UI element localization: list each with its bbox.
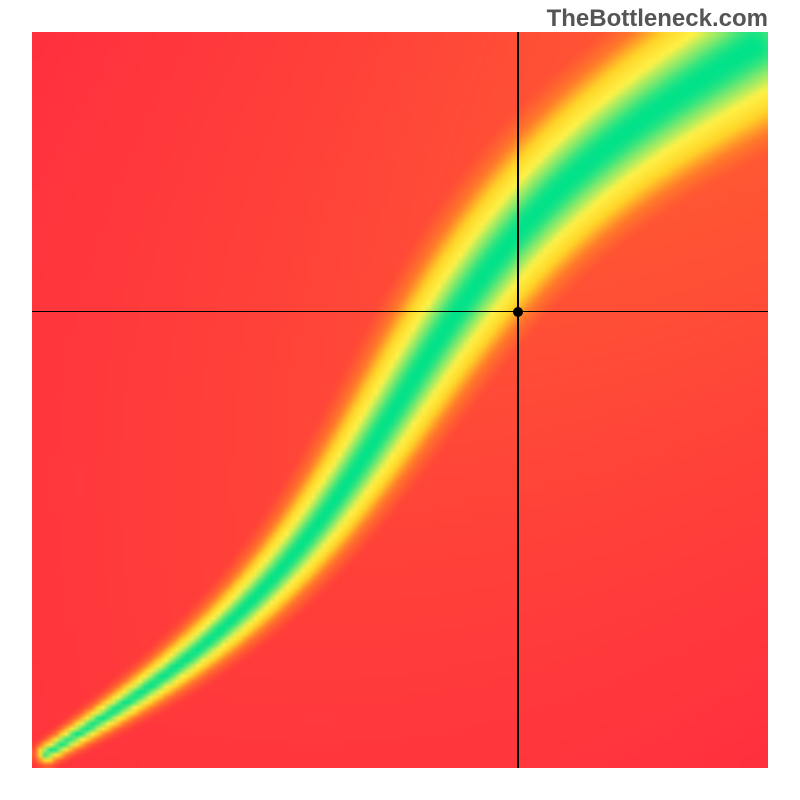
heatmap-canvas [32,32,768,768]
watermark-text: TheBottleneck.com [547,5,768,33]
crosshair-horizontal-line [32,311,768,313]
figure-container: TheBottleneck.com [0,0,800,800]
heatmap-plot-area [32,32,768,768]
crosshair-marker-dot [513,307,523,317]
crosshair-vertical-line [517,32,519,768]
